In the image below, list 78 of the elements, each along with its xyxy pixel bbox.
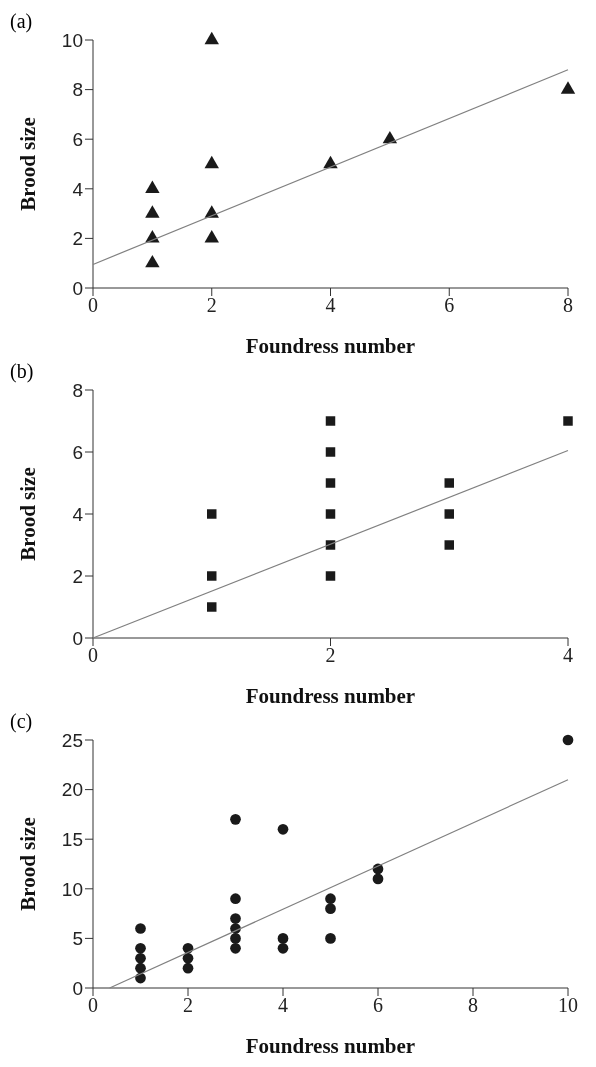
point (562, 734, 574, 746)
y-axis-title: Brood size (16, 467, 41, 561)
point (145, 180, 160, 193)
point (325, 447, 336, 457)
point (325, 509, 336, 519)
y-tick-label: 6 (72, 441, 83, 463)
point (230, 893, 241, 905)
y-tick-label: 2 (72, 228, 83, 250)
x-tick-label: 2 (206, 294, 217, 317)
chart-title: (a) (10, 10, 33, 33)
point (444, 540, 454, 550)
y-tick-label: 4 (72, 178, 84, 200)
point (325, 893, 336, 905)
point (182, 952, 194, 964)
y-axis-title: Brood size (16, 117, 41, 211)
point (325, 416, 336, 426)
y-tick-label: 0 (72, 627, 83, 649)
y-tick-label: 4 (72, 503, 84, 525)
y-tick-label: 8 (72, 379, 83, 401)
x-tick-label: 2 (325, 644, 336, 667)
x-axis-title: Foundress number (245, 1033, 416, 1058)
y-tick-label: 2 (72, 565, 83, 587)
x-tick-label: 8 (468, 994, 478, 1017)
y-tick-label: 10 (61, 29, 83, 51)
x-tick-label: 10 (558, 994, 578, 1017)
y-tick-label: 0 (72, 277, 83, 299)
point (325, 903, 336, 914)
x-tick-label: 8 (563, 294, 573, 317)
y-tick-label: 6 (72, 128, 83, 150)
y-tick-label: 20 (61, 779, 83, 801)
point (204, 31, 219, 45)
point (325, 478, 336, 488)
point (204, 155, 219, 169)
y-tick-label: 25 (61, 729, 83, 751)
point (444, 509, 454, 519)
y-tick-label: 15 (61, 828, 83, 850)
point (277, 942, 289, 954)
y-tick-label: 5 (72, 928, 83, 950)
x-axis-title: Foundress number (245, 333, 416, 358)
x-tick-label: 6 (373, 994, 383, 1017)
point (182, 962, 194, 974)
x-tick-label: 2 (183, 994, 193, 1017)
point (145, 205, 160, 218)
point (207, 602, 217, 612)
x-tick-label: 4 (325, 294, 336, 317)
point (277, 823, 289, 835)
point (204, 230, 219, 243)
y-tick-label: 8 (72, 79, 83, 101)
point (230, 913, 241, 924)
x-tick-label: 0 (88, 294, 98, 317)
point (325, 933, 336, 944)
point (563, 416, 573, 426)
point (145, 254, 160, 268)
point (560, 81, 576, 94)
point (135, 923, 146, 934)
point (325, 571, 336, 581)
y-tick-label: 0 (72, 977, 83, 999)
y-axis-title: Brood size (16, 817, 41, 911)
x-tick-label: 6 (444, 294, 455, 317)
point (207, 509, 217, 519)
chart-title: (b) (10, 360, 34, 383)
x-tick-label: 4 (278, 994, 288, 1017)
point (135, 942, 146, 954)
point (372, 873, 384, 885)
x-axis-title: Foundress number (245, 683, 416, 708)
y-tick-label: 10 (61, 878, 83, 900)
point (207, 571, 217, 581)
point (135, 952, 146, 964)
x-tick-label: 0 (88, 994, 98, 1017)
point (230, 933, 241, 944)
x-tick-label: 4 (563, 644, 573, 667)
chart-title: (c) (10, 710, 33, 733)
point (230, 942, 241, 954)
point (135, 962, 146, 974)
point (230, 814, 241, 825)
point (444, 478, 454, 488)
x-tick-label: 0 (88, 644, 98, 667)
point (277, 933, 289, 944)
